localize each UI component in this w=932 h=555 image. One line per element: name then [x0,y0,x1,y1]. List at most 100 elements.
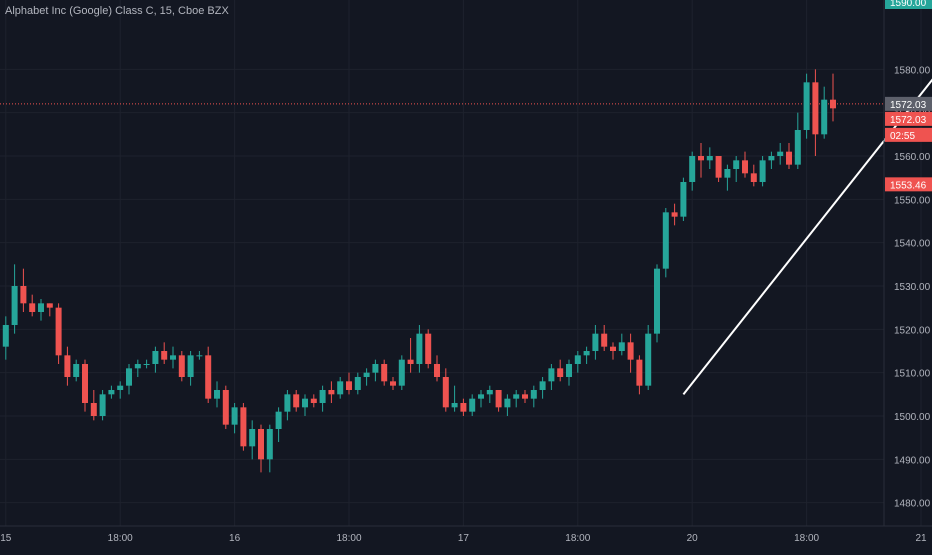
candle-body[interactable] [178,355,185,377]
candle-body[interactable] [284,394,291,412]
candle-body[interactable] [539,381,546,390]
candle-body[interactable] [258,429,264,460]
candle-body[interactable] [592,333,599,351]
candle-body[interactable] [407,359,414,364]
candle-body[interactable] [214,390,220,399]
candle-body[interactable] [372,364,379,373]
candle-body[interactable] [724,169,731,178]
candle-body[interactable] [354,377,361,390]
candle-body[interactable] [240,407,247,447]
candle-body[interactable] [55,307,62,356]
candle-body[interactable] [610,346,616,351]
candle-body[interactable] [662,212,669,269]
candle-body[interactable] [742,160,748,174]
candle-body[interactable] [451,403,458,408]
candle-body[interactable] [363,372,370,377]
candle-body[interactable] [715,156,722,178]
candle-body[interactable] [29,303,36,312]
candle-body[interactable] [134,364,141,369]
candle-body[interactable] [601,333,608,347]
candle-body[interactable] [733,160,740,169]
candle-body[interactable] [187,355,194,377]
candle-body[interactable] [222,390,229,425]
candle-body[interactable] [398,359,405,386]
candle-body[interactable] [830,99,836,109]
candle-body[interactable] [680,182,687,217]
candle-body[interactable] [522,394,528,399]
candle-body[interactable] [82,364,88,403]
candle-body[interactable] [99,394,106,416]
time-axis-tick-label: 21 [915,533,927,544]
candle-body[interactable] [117,385,124,390]
candle-body[interactable] [2,325,9,347]
candle-body[interactable] [627,342,634,360]
candle-body[interactable] [126,368,132,386]
candle-body[interactable] [750,173,757,182]
candle-body[interactable] [390,381,396,386]
candle-body[interactable] [337,381,344,395]
candle-body[interactable] [302,398,308,408]
candle-body[interactable] [381,364,388,382]
candle-body[interactable] [513,394,520,399]
candle-body[interactable] [530,390,537,399]
time-axis-tick-label: 17 [458,533,470,544]
candle-body[interactable] [654,268,660,334]
candle-body[interactable] [266,429,273,460]
candle-body[interactable] [469,398,476,412]
candle-body[interactable] [434,364,440,377]
candle-body[interactable] [90,403,97,416]
candle-body[interactable] [460,403,467,412]
candle-body[interactable] [293,394,300,408]
candle-body[interactable] [794,130,801,165]
candle-body[interactable] [486,390,493,395]
candle-body[interactable] [143,364,150,365]
candle-body[interactable] [504,398,511,408]
candle-body[interactable] [249,429,256,447]
candle-body[interactable] [786,151,792,165]
candle-body[interactable] [671,212,678,217]
candle-body[interactable] [768,156,775,161]
candle-body[interactable] [319,390,326,403]
candle-body[interactable] [566,364,572,377]
candle-body[interactable] [346,381,352,390]
candle-body[interactable] [73,364,80,377]
candle-body[interactable] [803,82,810,130]
candle-body[interactable] [495,390,502,408]
candle-body[interactable] [689,156,696,182]
candle-body[interactable] [812,82,819,135]
candle-body[interactable] [328,390,335,395]
candle-body[interactable] [108,390,115,395]
candle-body[interactable] [20,286,27,304]
current-price-label-red: 1572.03 [890,115,927,126]
candle-body[interactable] [425,333,432,364]
candle-body[interactable] [64,355,71,377]
candle-body[interactable] [442,377,449,408]
candle-body[interactable] [170,355,176,360]
candle-body[interactable] [161,351,168,360]
candle-body[interactable] [11,286,18,325]
candle-body[interactable] [574,355,581,364]
candle-body[interactable] [478,394,484,399]
candle-body[interactable] [275,411,282,429]
candle-body[interactable] [583,351,590,356]
candle-body[interactable] [618,342,625,351]
candle-body[interactable] [645,333,652,386]
candle-body[interactable] [38,303,44,312]
candle-body[interactable] [557,368,564,377]
candle-body[interactable] [759,160,766,182]
candle-body[interactable] [416,333,423,364]
candle-body[interactable] [777,151,784,156]
candle-body[interactable] [706,156,713,161]
candle-body[interactable] [205,355,212,399]
candle-body[interactable] [152,351,159,364]
candle-body[interactable] [821,99,828,135]
candle-body[interactable] [548,368,555,382]
candle-body[interactable] [636,359,643,386]
candle-body[interactable] [231,407,238,425]
candle-body[interactable] [310,398,317,403]
candle-body[interactable] [46,303,53,308]
candle-body[interactable] [698,156,704,161]
candle-body[interactable] [196,355,203,357]
